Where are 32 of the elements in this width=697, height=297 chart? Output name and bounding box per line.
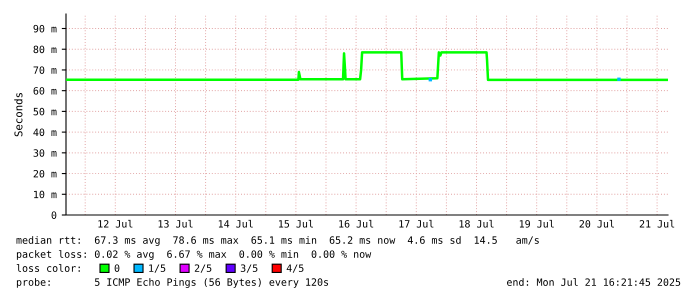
- y-tick-label: 50 m: [34, 108, 56, 116]
- x-tick-label: 12 Jul: [98, 220, 132, 228]
- y-tick-label: 20 m: [34, 170, 56, 178]
- y-tick-label: 80 m: [34, 46, 56, 54]
- x-tick-label: 15 Jul: [279, 220, 313, 228]
- line-series: [66, 51, 668, 82]
- y-tick-label: 90 m: [34, 24, 56, 32]
- x-tick-label: 16 Jul: [339, 220, 374, 228]
- text: packet loss: 0.02 % avg 6.67 % max 0.00 % min 0.00 % now: [16, 250, 372, 260]
- x-tick-label: 18 Jul: [460, 220, 494, 228]
- legend-label: 3/5: [240, 264, 258, 273]
- x-tick-label: 19 Jul: [520, 220, 554, 228]
- text: median rtt: 67.3 ms avg 78.6 ms max 65.1 ms min 65.2 ms now 4.6 ms sd 14.5 am/s: [16, 236, 539, 246]
- text: end: Mon Jul 21 16:21:45 2025: [507, 278, 680, 286]
- legend-title: loss color:: [16, 264, 80, 272]
- y-tick-label: 40 m: [33, 128, 56, 136]
- x-tick-label: 20 Jul: [580, 220, 614, 228]
- x-tick-label: 17 Jul: [399, 220, 434, 228]
- legend-label: 0: [114, 264, 120, 272]
- y-tick-label: 10 m: [34, 190, 56, 198]
- x-tick-label: 21 Jul: [640, 220, 674, 228]
- y-tick-label: 60 m: [34, 87, 56, 95]
- x-tick-label: 14 Jul: [218, 220, 253, 228]
- legend-label: 4/5: [286, 264, 304, 273]
- y-tick-label: 0: [52, 211, 56, 219]
- y-tick-label: 30 m: [34, 149, 56, 157]
- x-tick-label: 13 Jul: [158, 220, 193, 228]
- legend-label: 1/5: [149, 264, 166, 273]
- y-axis-title: Seconds: [14, 93, 22, 136]
- legend-label: 2/5: [194, 264, 212, 273]
- text: probe: 5 ICMP Echo Pings (56 Bytes) every 120s: [16, 278, 328, 288]
- y-tick-label: 70 m: [34, 66, 56, 74]
